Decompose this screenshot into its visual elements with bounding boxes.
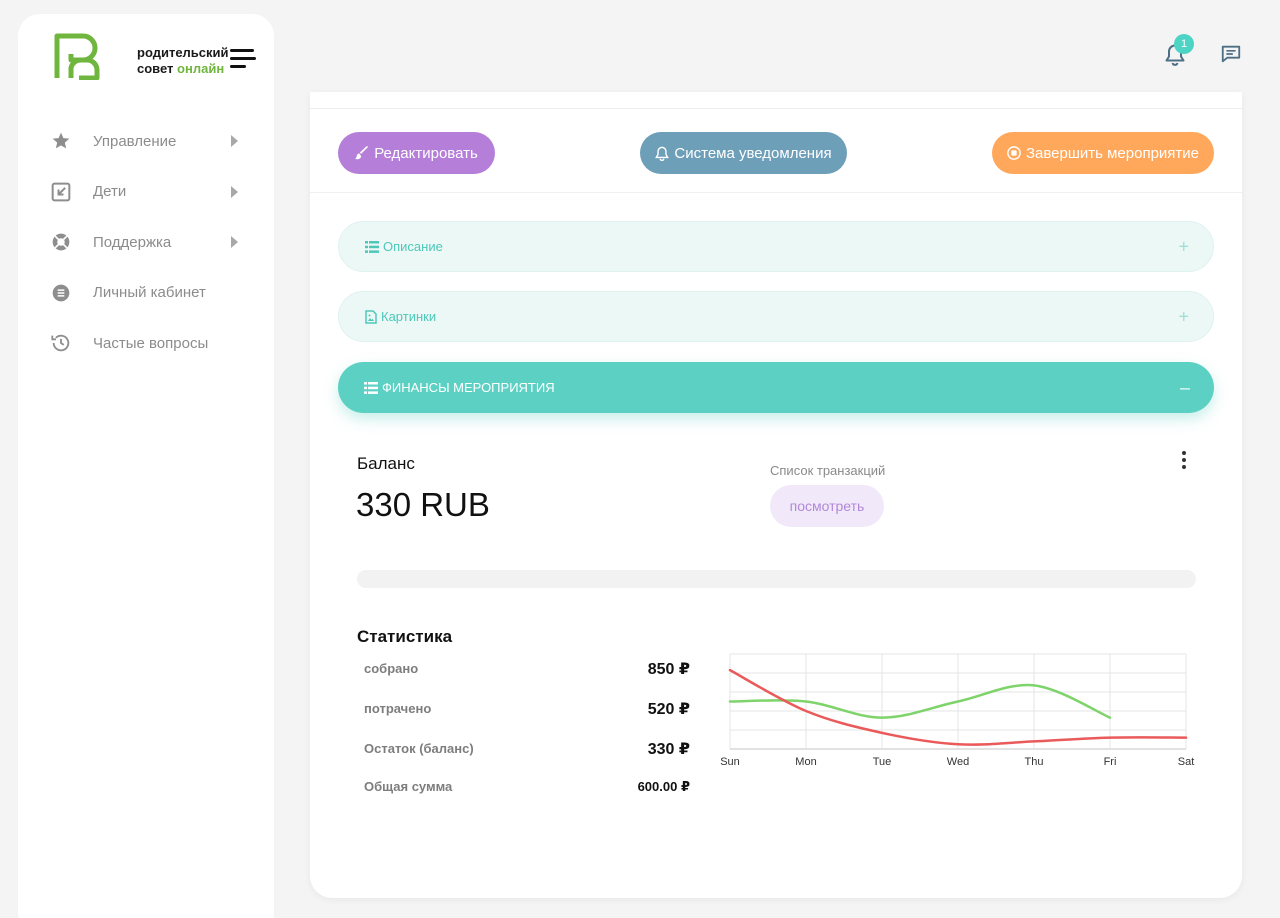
accordion-pictures-label: Картинки xyxy=(381,309,437,324)
list-icon xyxy=(365,240,379,253)
bell-icon xyxy=(655,146,670,161)
star-icon xyxy=(50,130,72,152)
stat-value-spent: 520 ₽ xyxy=(647,701,690,718)
chart-series-line-red xyxy=(728,668,1188,746)
caret-right-icon xyxy=(231,185,238,198)
brand-name: родительский совет онлайн xyxy=(137,45,229,77)
finish-event-label: Завершить мероприятие xyxy=(1025,144,1200,162)
progress-bar xyxy=(357,570,1196,588)
stat-label-total: Общая сумма xyxy=(364,779,453,794)
brush-icon xyxy=(355,146,369,160)
sidebar-nav: Управление Дети Поддержка Личный кабинет xyxy=(18,116,274,369)
finish-event-button[interactable]: Завершить мероприятие xyxy=(992,132,1214,174)
history-icon xyxy=(50,332,72,354)
chart-x-tick-label: Thu xyxy=(1025,756,1044,768)
chart-series-line-green xyxy=(728,683,1112,719)
chart-x-tick-label: Mon xyxy=(795,756,816,768)
edit-button[interactable]: Редактировать xyxy=(338,132,495,174)
brand-word-online: онлайн xyxy=(177,61,225,76)
collapse-icon xyxy=(50,181,72,203)
menu-toggle-icon[interactable] xyxy=(230,49,256,69)
balance-value: 330 RUB xyxy=(356,486,490,523)
stat-value-total: 600.00 ₽ xyxy=(637,779,690,794)
stat-label-spent: потрачено xyxy=(364,701,432,716)
event-card: Редактировать Система уведомления Заверш… xyxy=(310,92,1242,898)
chart-x-tick-label: Fri xyxy=(1104,756,1117,768)
stat-label-collected: собрано xyxy=(364,661,419,676)
logo-icon xyxy=(54,33,100,80)
sidebar-item-label: Частые вопросы xyxy=(93,334,209,352)
chat-icon[interactable] xyxy=(1220,43,1242,65)
chart-x-tick-label: Tue xyxy=(873,756,892,768)
sidebar-item-label: Поддержка xyxy=(93,233,172,251)
stats-line-chart: Sun Mon Tue Wed Thu Fri Sat xyxy=(720,653,1195,768)
sidebar: родительский совет онлайн Управление Дет… xyxy=(18,14,274,918)
sidebar-item-label: Управление xyxy=(93,132,177,150)
edit-button-label: Редактировать xyxy=(374,144,478,162)
chart-x-tick-label: Sat xyxy=(1178,756,1195,768)
stat-value-remaining: 330 ₽ xyxy=(647,741,690,758)
brand-line-2: совет онлайн xyxy=(137,61,229,77)
stat-value-collected: 850 ₽ xyxy=(647,661,690,678)
stats-title: Статистика xyxy=(357,627,453,646)
sidebar-item-account[interactable]: Личный кабинет xyxy=(18,268,274,319)
more-options-icon[interactable] xyxy=(1178,450,1190,470)
list-circle-icon xyxy=(50,282,72,304)
accordion-pictures[interactable]: Картинки + xyxy=(338,291,1214,342)
lifebuoy-icon xyxy=(50,231,72,253)
notification-system-label: Система уведомления xyxy=(674,144,832,162)
sidebar-item-management[interactable]: Управление xyxy=(18,116,274,167)
brand-line-1: родительский xyxy=(137,45,229,60)
brand-word-sovet: совет xyxy=(137,61,174,76)
notification-system-button[interactable]: Система уведомления xyxy=(640,132,847,174)
chart-x-tick-label: Sun xyxy=(720,756,740,768)
stat-label-remaining: Остаток (баланс) xyxy=(364,741,474,756)
stop-circle-icon xyxy=(1007,146,1021,160)
notification-badge: 1 xyxy=(1174,34,1194,54)
sidebar-item-children[interactable]: Дети xyxy=(18,167,274,218)
view-transactions-button[interactable]: посмотреть xyxy=(770,485,884,527)
caret-right-icon xyxy=(231,135,238,148)
caret-right-icon xyxy=(231,236,238,249)
accordion-finance-label: ФИНАНСЫ МЕРОПРИЯТИЯ xyxy=(382,380,555,395)
plus-icon: + xyxy=(1178,236,1189,256)
sidebar-item-faq[interactable]: Частые вопросы xyxy=(18,318,274,369)
accordion-description-label: Описание xyxy=(383,239,443,254)
sidebar-item-support[interactable]: Поддержка xyxy=(18,217,274,268)
minus-icon: – xyxy=(1179,377,1190,397)
balance-title: Баланс xyxy=(357,454,415,473)
transactions-label: Список транзакций xyxy=(770,463,886,478)
plus-icon: + xyxy=(1178,306,1189,326)
accordion-finance[interactable]: ФИНАНСЫ МЕРОПРИЯТИЯ – xyxy=(338,362,1214,413)
image-file-icon xyxy=(365,309,377,324)
chart-x-tick-label: Wed xyxy=(947,756,969,768)
list-icon xyxy=(364,381,378,394)
accordion-description[interactable]: Описание + xyxy=(338,221,1214,272)
sidebar-item-label: Личный кабинет xyxy=(93,284,206,302)
sidebar-item-label: Дети xyxy=(93,183,127,201)
